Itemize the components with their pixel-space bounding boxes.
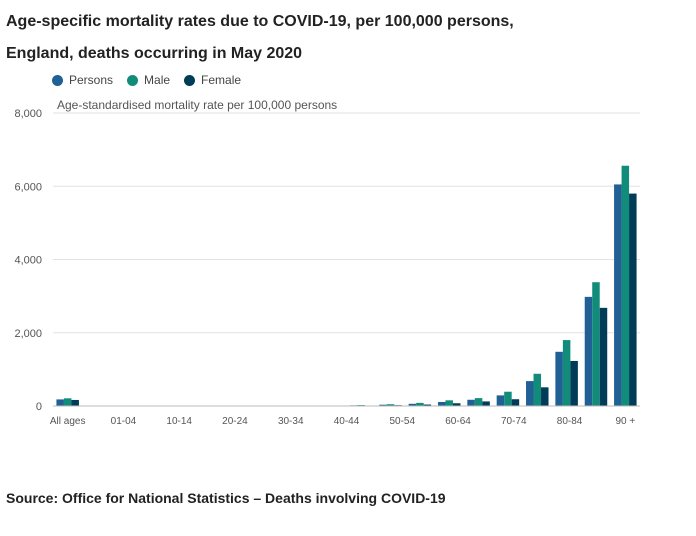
bar-persons-11[interactable] [379,404,387,406]
x-tick-label: 60-64 [445,416,471,427]
chart-title: Age-specific mortality rates due to COVI… [6,6,606,70]
bar-male-12[interactable] [416,402,424,406]
y-tick-label: 2,000 [14,328,42,340]
bars [56,165,637,406]
x-tick-label: 20-24 [222,416,248,427]
x-tick-label: 30-34 [278,416,304,427]
chart-title-line-1: Age-specific mortality rates due to COVI… [6,13,514,30]
legend-label-persons: Persons [69,73,114,87]
x-tick-label: 01-04 [111,416,137,427]
bar-female-0[interactable] [71,399,79,406]
x-tick-label: 50-54 [389,416,415,427]
bar-persons-15[interactable] [496,395,505,406]
x-tick-label: 70-74 [501,416,527,427]
gridlines [53,112,640,334]
y-axis-label: Age-standardised mortality rate per 100,… [57,98,338,112]
x-axis-ticks: All ages 01-04 10-14 20-24 30-34 40-44 50-54 60… [50,416,635,427]
bar-male-18[interactable] [592,282,600,406]
legend-item-male[interactable]: Male [127,73,170,87]
x-tick-label: 80-84 [557,416,583,427]
bar-male-11[interactable] [386,404,395,406]
bar-male-15[interactable] [504,391,512,406]
bar-male-17[interactable] [562,340,571,406]
y-tick-label: 8,000 [14,108,42,120]
bar-male-13[interactable] [445,400,453,406]
bar-male-0[interactable] [63,398,72,406]
bar-female-16[interactable] [541,387,549,406]
bar-male-19[interactable] [621,165,630,406]
legend-item-persons[interactable]: Persons [52,73,113,87]
bar-female-12[interactable] [423,404,432,406]
bar-persons-0[interactable] [56,399,64,406]
bar-female-19[interactable] [629,193,637,406]
legend: Persons Male Female [52,73,241,87]
bar-persons-12[interactable] [408,403,417,406]
legend-item-female[interactable]: Female [184,73,241,87]
legend-label-female: Female [201,73,242,87]
bar-female-14[interactable] [482,401,490,406]
y-tick-label: 4,000 [14,255,42,267]
bar-male-14[interactable] [474,398,483,406]
bar-persons-16[interactable] [526,381,534,406]
x-tick-label: All ages [50,416,86,427]
bar-female-17[interactable] [570,360,578,406]
bar-persons-13[interactable] [437,401,446,406]
legend-swatch-male [127,74,139,86]
bar-male-16[interactable] [533,373,542,406]
bar-persons-18[interactable] [584,296,593,406]
legend-swatch-female [184,74,196,86]
legend-swatch-persons [52,74,63,86]
legend-label-male: Male [144,73,171,87]
chart-title-line-2: England, deaths occurring in May 2020 [6,45,303,62]
bar-female-18[interactable] [599,307,608,406]
x-tick-label: 10-14 [166,416,192,427]
source-note: Source: Office for National Statistics –… [6,490,446,506]
bar-female-15[interactable] [511,399,520,406]
bar-persons-14[interactable] [467,399,475,406]
y-axis-ticks: 0 2,000 4,000 6,000 8,000 [14,108,42,413]
bar-persons-17[interactable] [555,351,563,406]
bar-persons-19[interactable] [614,184,622,406]
y-tick-label: 0 [36,401,42,413]
x-tick-label: 90 + [615,416,635,427]
bar-female-13[interactable] [452,403,461,406]
x-tick-label: 40-44 [334,416,360,427]
y-tick-label: 6,000 [14,181,42,193]
